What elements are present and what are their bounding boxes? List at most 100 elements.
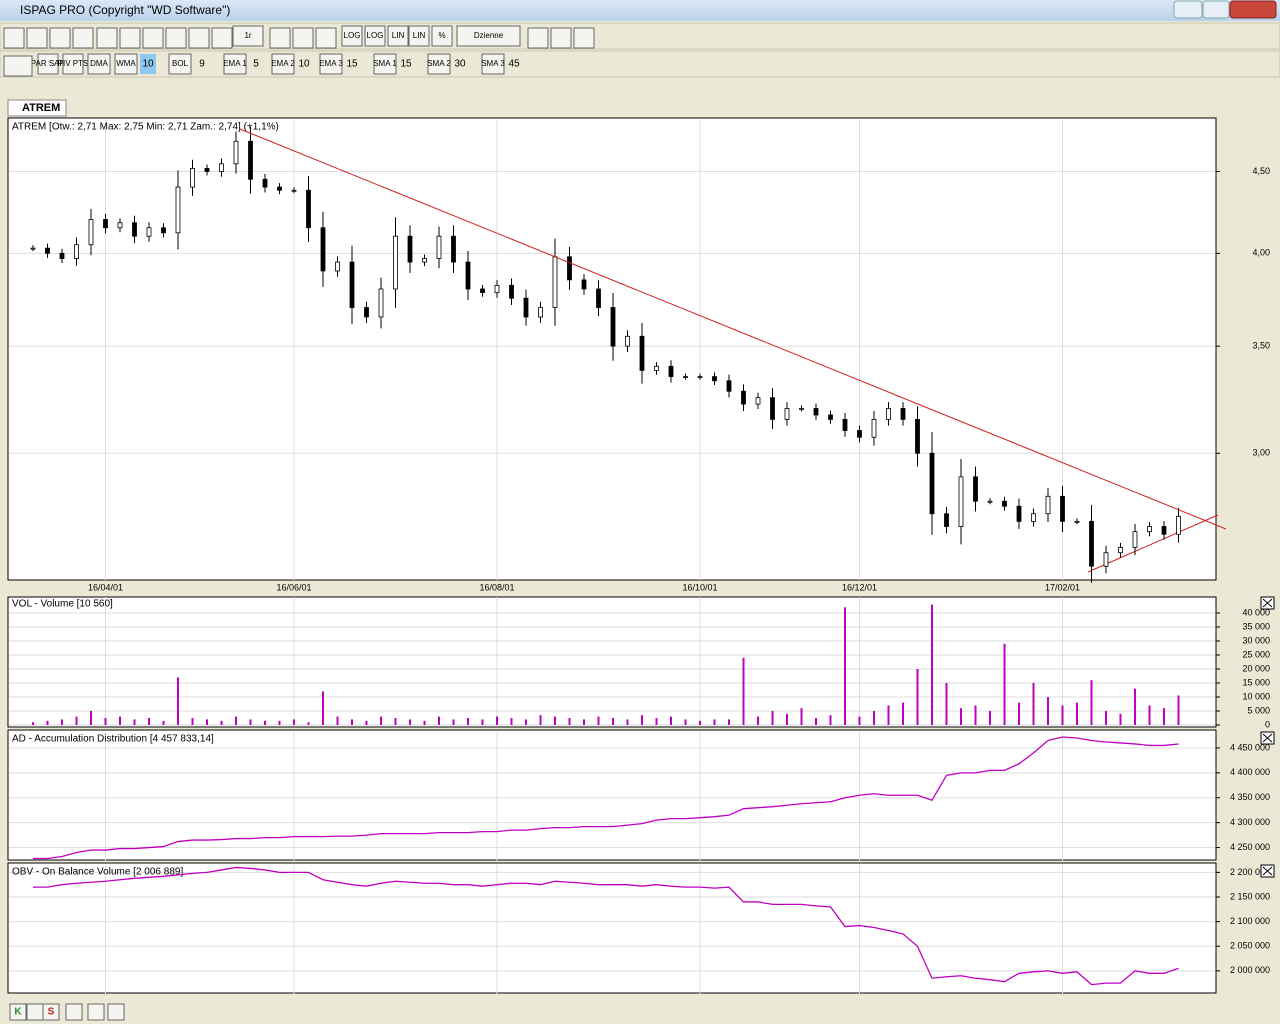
icon-button[interactable] [26, 1003, 44, 1021]
button[interactable] [398, 54, 414, 74]
volume-bar [525, 719, 527, 725]
y-tick-label: 40 000 [1242, 607, 1270, 617]
button[interactable] [87, 53, 111, 75]
maximize[interactable] [1202, 0, 1230, 19]
button[interactable] [341, 25, 363, 47]
icon-button[interactable] [165, 27, 187, 49]
icon-button[interactable] [550, 27, 572, 49]
candle [74, 244, 79, 259]
line [33, 736, 1179, 860]
candle [625, 335, 630, 347]
button-label: SMA 2 [427, 59, 451, 68]
candle [857, 430, 862, 438]
volume-bar [1177, 695, 1180, 725]
button[interactable] [373, 53, 397, 75]
minimize[interactable] [1173, 0, 1203, 19]
icon-button[interactable] [292, 27, 314, 49]
candle [45, 247, 50, 254]
icon-button[interactable] [96, 27, 118, 49]
button[interactable] [364, 25, 386, 47]
button[interactable] [223, 53, 247, 75]
icon-button[interactable] [119, 27, 141, 49]
icon-button[interactable] [87, 1003, 105, 1021]
button[interactable] [194, 54, 210, 74]
button[interactable] [37, 53, 59, 75]
button[interactable] [168, 53, 192, 75]
volume-bar [699, 720, 701, 725]
candle [668, 365, 674, 377]
y-tick-label: 15 000 [1242, 677, 1270, 687]
candle [248, 140, 253, 180]
candle [596, 288, 601, 308]
icon-button[interactable] [26, 27, 48, 49]
icon-button[interactable] [188, 27, 210, 49]
button-label: 10 [298, 59, 310, 70]
button-label: 15 [400, 59, 412, 70]
icon-button[interactable] [3, 55, 33, 77]
icon-button[interactable] [3, 27, 25, 49]
button[interactable] [408, 25, 430, 47]
candle [1161, 526, 1167, 535]
button[interactable] [140, 54, 156, 74]
y-tick-label: 4,00 [1252, 248, 1270, 258]
volume-bar [612, 717, 614, 725]
candle [335, 261, 340, 272]
y-tick-label: 25 000 [1242, 649, 1270, 659]
button[interactable] [62, 53, 84, 75]
button[interactable] [427, 53, 451, 75]
button[interactable] [296, 54, 312, 74]
volume-bar [307, 722, 310, 725]
candle [712, 376, 717, 382]
button[interactable] [319, 53, 343, 75]
volume-bar [554, 716, 556, 725]
candle [306, 189, 311, 229]
trend-line [239, 128, 1227, 530]
button-label: S [48, 1007, 55, 1018]
candle [973, 476, 978, 502]
button[interactable] [9, 1003, 27, 1021]
y-tick-label: 4 350 000 [1230, 792, 1270, 802]
button-label: EMA 3 [319, 59, 343, 68]
icon-button[interactable] [573, 27, 595, 49]
candle [944, 513, 949, 527]
icon-button[interactable] [107, 1003, 125, 1021]
button-label: LOG [344, 31, 361, 40]
button[interactable] [481, 53, 505, 75]
y-tick-label: 2 150 000 [1230, 891, 1270, 901]
button[interactable] [271, 53, 295, 75]
button[interactable] [114, 53, 138, 75]
volume-bar [1105, 710, 1107, 725]
button-label: LOG [367, 31, 384, 40]
close[interactable] [1229, 0, 1277, 19]
ad-panel [7, 729, 1217, 861]
tab[interactable] [7, 99, 67, 117]
button-label: LIN [413, 31, 426, 40]
button[interactable] [452, 54, 468, 74]
y-tick-label: 3,50 [1252, 341, 1270, 351]
icon-button[interactable] [72, 27, 94, 49]
icon-button[interactable] [65, 1003, 83, 1021]
volume-bar [351, 719, 353, 725]
x-tick-label: 16/12/01 [842, 582, 877, 592]
icon-button[interactable] [211, 27, 233, 49]
y-tick-label: 4,50 [1252, 166, 1270, 176]
button[interactable] [456, 25, 521, 47]
icon-button[interactable] [527, 27, 549, 49]
button[interactable] [431, 25, 453, 47]
button[interactable] [232, 25, 264, 47]
volume-bar [278, 720, 281, 725]
icon-button[interactable] [142, 27, 164, 49]
button[interactable] [506, 54, 522, 74]
icon-button[interactable] [315, 27, 337, 49]
x-tick-label: 16/08/01 [479, 582, 514, 592]
icon-button[interactable] [269, 27, 291, 49]
button-label: 10 [142, 59, 154, 70]
button[interactable] [344, 54, 360, 74]
icon-button[interactable] [49, 27, 71, 49]
volume-bar [757, 716, 759, 725]
button[interactable] [248, 54, 264, 74]
button[interactable] [387, 25, 409, 47]
candle [1074, 520, 1080, 523]
y-tick-label: 4 400 000 [1230, 767, 1270, 777]
volume-bar [1032, 682, 1035, 725]
